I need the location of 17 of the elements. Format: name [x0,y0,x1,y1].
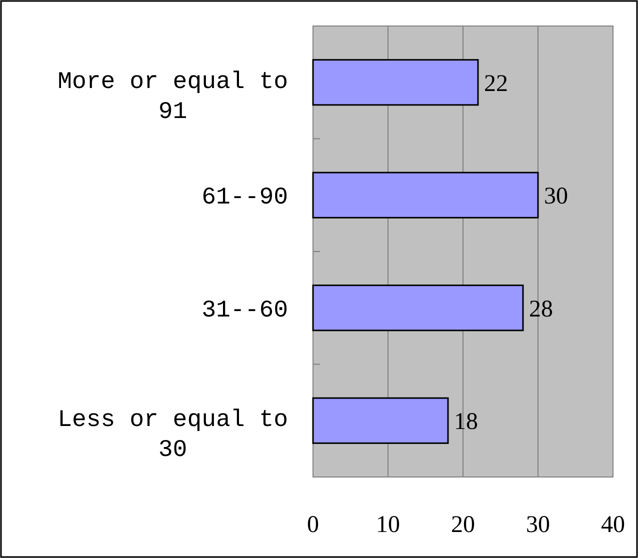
x-tick-label: 20 [451,512,475,538]
bar [312,172,539,218]
x-tick-label: 30 [526,512,550,538]
data-label: 22 [484,70,508,97]
bar [312,59,479,106]
y-tick-label: More or equal to 91 [58,68,288,126]
y-tick-label: 61--90 [202,184,288,212]
data-label: 28 [529,296,553,322]
x-tick-label: 0 [307,512,319,538]
x-tick-label: 10 [376,512,400,538]
bar [312,284,524,332]
bar [312,397,449,444]
data-label: 30 [544,184,568,210]
y-tick-label: Less or equal to 30 [58,407,288,464]
x-tick-label: 40 [601,512,625,538]
y-tick-label: 31--60 [202,297,288,324]
data-label: 18 [454,409,478,436]
